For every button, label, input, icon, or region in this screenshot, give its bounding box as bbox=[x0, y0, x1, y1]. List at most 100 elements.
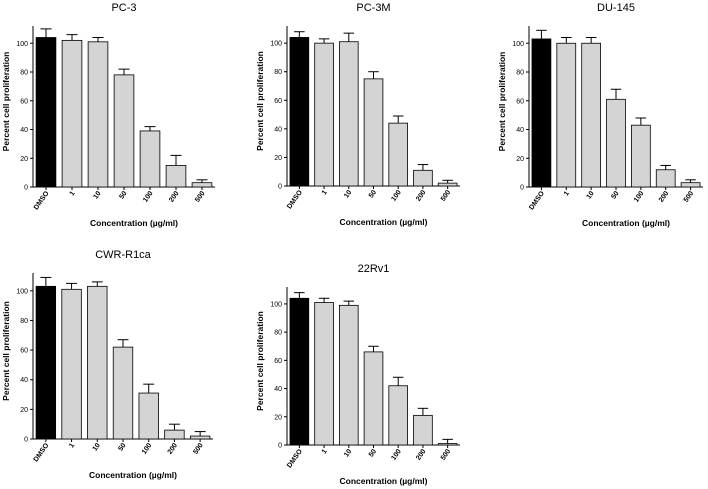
chart-panel-3: CWR-R1ca Percent cell proliferation Concen… bbox=[1, 249, 213, 480]
bar-100 bbox=[138, 392, 159, 440]
x-tick-label: 500 bbox=[192, 442, 204, 456]
bar-100 bbox=[139, 130, 161, 188]
x-tick-label: 1 bbox=[69, 190, 77, 197]
x-tick-label: 50 bbox=[368, 448, 378, 458]
x-tick-label: 200 bbox=[658, 190, 670, 204]
bar-200 bbox=[655, 169, 676, 188]
chart-title: PC-3M bbox=[356, 2, 390, 14]
y-tick-label: 20 bbox=[20, 156, 28, 163]
bar-50 bbox=[112, 346, 134, 440]
bar-DMSO bbox=[289, 297, 310, 446]
bar-100 bbox=[388, 385, 409, 446]
chart-panel-1: PC-3M Percent cell proliferation Concentra… bbox=[255, 2, 460, 227]
x-tick-label: 1 bbox=[563, 190, 571, 197]
x-tick-label: 50 bbox=[118, 190, 128, 200]
x-tick-label: 200 bbox=[415, 189, 427, 203]
y-tick-label: 80 bbox=[20, 70, 28, 77]
chart-panel-4: 22Rv1 Percent cell proliferation Concentra… bbox=[255, 263, 460, 486]
y-tick-label: 80 bbox=[20, 318, 28, 325]
x-tick-label: 100 bbox=[141, 442, 153, 456]
bar-200 bbox=[165, 165, 187, 188]
y-axis-label: Percent cell proliferation bbox=[1, 52, 11, 152]
x-tick-label: DMSO bbox=[528, 190, 546, 212]
y-axis-label: Percent cell proliferation bbox=[255, 311, 265, 411]
x-tick-label: 100 bbox=[633, 190, 645, 204]
x-tick-label: 500 bbox=[440, 189, 452, 203]
y-tick-label: 0 bbox=[24, 437, 28, 444]
bar-DMSO bbox=[35, 37, 57, 188]
bar-50 bbox=[363, 351, 384, 446]
y-tick-label: 0 bbox=[520, 185, 524, 192]
bar-10 bbox=[581, 42, 601, 188]
x-tick-label: 50 bbox=[368, 189, 378, 199]
chart-title: CWR-R1ca bbox=[95, 249, 151, 261]
bar-500 bbox=[437, 182, 458, 187]
bar-10 bbox=[87, 41, 109, 188]
bar-1 bbox=[61, 288, 82, 440]
x-tick-label: 100 bbox=[390, 189, 402, 203]
x-axis-label: Concentration (µg/ml) bbox=[339, 476, 427, 486]
x-tick-label: 10 bbox=[586, 190, 596, 200]
y-tick-label: 0 bbox=[24, 185, 28, 192]
x-tick-label: 10 bbox=[343, 189, 353, 199]
x-tick-label: 10 bbox=[343, 448, 353, 458]
y-tick-label: 100 bbox=[512, 41, 524, 48]
x-tick-label: 10 bbox=[92, 442, 102, 452]
x-tick-label: 1 bbox=[321, 189, 329, 196]
bar-50 bbox=[363, 78, 384, 187]
x-tick-label: 200 bbox=[415, 448, 427, 462]
y-tick-label: 100 bbox=[16, 288, 28, 295]
x-tick-label: DMSO bbox=[286, 448, 304, 470]
bar-50 bbox=[113, 74, 135, 188]
bar-1 bbox=[61, 39, 83, 188]
y-tick-label: 100 bbox=[16, 41, 28, 48]
bar-500 bbox=[191, 182, 213, 188]
chart-title: 22Rv1 bbox=[358, 263, 390, 275]
x-axis-label: Concentration (µg/ml) bbox=[89, 470, 177, 480]
bar-DMSO bbox=[289, 37, 310, 187]
bar-500 bbox=[189, 435, 211, 440]
bar-10 bbox=[87, 285, 108, 440]
y-tick-label: 60 bbox=[274, 98, 282, 105]
chart-title: PC-3 bbox=[111, 2, 136, 14]
y-tick-label: 40 bbox=[20, 127, 28, 134]
bar-200 bbox=[413, 414, 433, 446]
bar-1 bbox=[556, 42, 577, 188]
x-tick-label: 1 bbox=[68, 442, 76, 449]
x-axis-label: Concentration (µg/ml) bbox=[339, 217, 427, 227]
chart-title: DU-145 bbox=[597, 2, 635, 14]
y-tick-label: 80 bbox=[516, 70, 524, 77]
bar-50 bbox=[606, 98, 626, 188]
x-tick-label: 10 bbox=[92, 190, 102, 200]
bar-1 bbox=[314, 302, 334, 446]
x-tick-label: DMSO bbox=[33, 190, 51, 212]
x-axis-label: Concentration (µg/ml) bbox=[90, 218, 178, 228]
y-tick-label: 60 bbox=[20, 98, 28, 105]
y-tick-label: 40 bbox=[20, 377, 28, 384]
bar-1 bbox=[314, 42, 334, 187]
y-tick-label: 60 bbox=[20, 348, 28, 355]
x-tick-label: 500 bbox=[194, 190, 206, 204]
bar-500 bbox=[437, 443, 458, 446]
y-tick-label: 20 bbox=[516, 156, 524, 163]
x-tick-label: 100 bbox=[142, 190, 154, 204]
y-tick-label: 0 bbox=[278, 443, 282, 450]
x-tick-label: 200 bbox=[168, 190, 180, 204]
y-tick-label: 100 bbox=[270, 41, 282, 48]
chart-panel-2: DU-145 Percent cell proliferation Concentr… bbox=[497, 2, 703, 228]
y-tick-label: 40 bbox=[274, 386, 282, 393]
x-tick-label: DMSO bbox=[286, 189, 304, 211]
x-tick-label: 1 bbox=[321, 448, 329, 455]
y-tick-label: 60 bbox=[516, 98, 524, 105]
y-tick-label: 80 bbox=[274, 330, 282, 337]
bar-DMSO bbox=[35, 285, 57, 440]
x-tick-label: 50 bbox=[610, 190, 620, 200]
y-tick-label: 60 bbox=[274, 358, 282, 365]
y-tick-label: 20 bbox=[20, 407, 28, 414]
x-tick-label: DMSO bbox=[33, 442, 51, 464]
y-tick-label: 0 bbox=[278, 184, 282, 191]
bar-DMSO bbox=[531, 38, 552, 188]
y-axis-label: Percent cell proliferation bbox=[497, 52, 507, 152]
x-tick-label: 500 bbox=[683, 190, 695, 204]
